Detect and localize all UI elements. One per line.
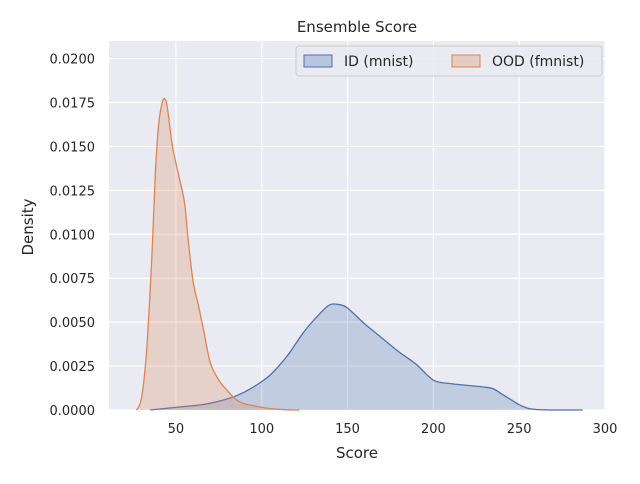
density-area-ood xyxy=(136,98,300,411)
density-line-id xyxy=(150,303,583,411)
y-tick-label: 0.0150 xyxy=(50,140,96,155)
legend-label-ood: OOD (fmnist) xyxy=(492,54,584,70)
density-line-ood xyxy=(135,97,300,411)
x-axis-label: Score xyxy=(336,444,378,462)
y-tick-label: 0.0000 xyxy=(50,404,96,419)
x-tick-label: 250 xyxy=(507,422,532,437)
y-tick-label: 0.0175 xyxy=(50,97,96,112)
y-tick-label: 0.0125 xyxy=(50,184,96,199)
y-tick-label: 0.0050 xyxy=(50,316,96,331)
y-tick-label: 0.0100 xyxy=(50,228,96,243)
legend-label-id: ID (mnist) xyxy=(344,54,413,70)
x-tick-label: 100 xyxy=(249,422,274,437)
y-tick-label: 0.0025 xyxy=(50,360,96,375)
x-tick-label: 200 xyxy=(421,422,446,437)
chart-title: Ensemble Score xyxy=(297,18,417,36)
legend-swatch-ood xyxy=(451,54,481,68)
x-tick-label: 50 xyxy=(168,422,185,437)
y-tick-label: 0.0200 xyxy=(50,53,96,68)
legend: ID (mnist) OOD (fmnist) xyxy=(295,45,603,77)
tick-labels: 50 100 150 200 250 300 0.0000 0.0025 0.0050 0.007… xyxy=(50,53,618,437)
legend-box xyxy=(295,45,603,77)
density-area-id xyxy=(150,303,583,410)
x-tick-label: 300 xyxy=(593,422,618,437)
y-tick-label: 0.0075 xyxy=(50,272,96,287)
x-tick-label: 150 xyxy=(335,422,360,437)
series-layer xyxy=(135,97,583,411)
y-axis-label: Density xyxy=(19,198,37,255)
legend-swatch-id xyxy=(303,54,333,68)
